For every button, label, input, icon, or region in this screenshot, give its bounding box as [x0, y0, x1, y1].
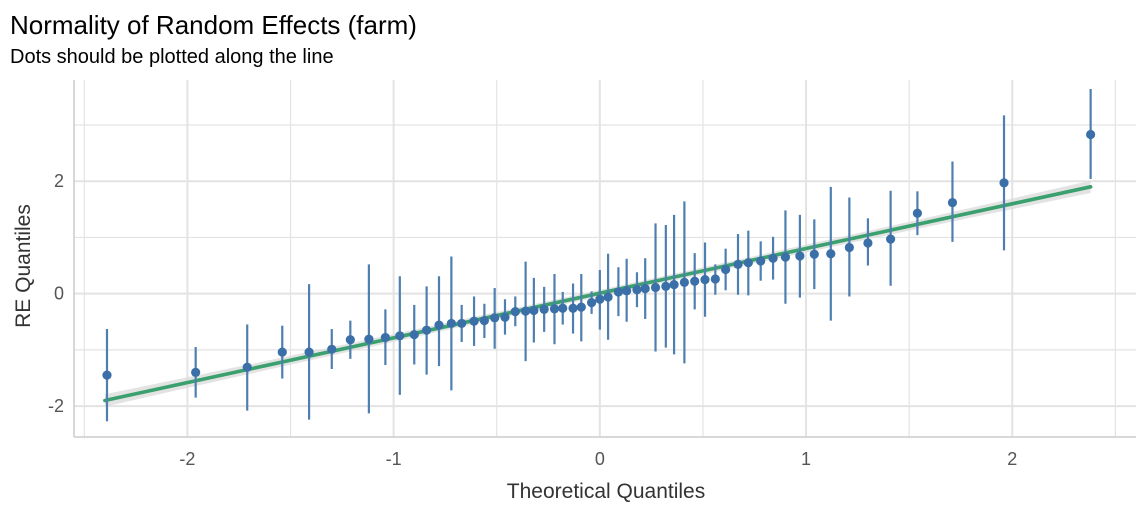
y-tick-label: -2	[48, 396, 64, 416]
data-point	[500, 312, 510, 322]
data-point	[844, 242, 854, 253]
data-point	[721, 264, 731, 275]
data-point	[826, 249, 836, 259]
data-point	[191, 367, 201, 377]
data-point	[733, 259, 743, 270]
data-point	[710, 274, 720, 284]
data-point	[549, 304, 560, 314]
data-point	[632, 285, 642, 295]
data-point	[863, 238, 873, 248]
data-point	[521, 306, 531, 316]
data-point	[576, 302, 586, 312]
x-tick-label: 1	[801, 449, 811, 469]
data-point	[1086, 129, 1096, 140]
reference-line-group	[103, 185, 1093, 403]
x-tick-label: -2	[179, 449, 195, 469]
data-point	[603, 292, 613, 302]
data-point	[469, 316, 479, 326]
chart-title: Normality of Random Effects (farm)	[10, 10, 417, 40]
data-point	[661, 281, 671, 291]
data-point	[912, 208, 923, 218]
data-point	[886, 234, 896, 244]
data-point	[277, 347, 287, 357]
data-point	[380, 332, 390, 343]
data-point	[669, 280, 679, 290]
chart-subtitle: Dots should be plotted along the line	[10, 46, 334, 68]
x-tick-label: 2	[1007, 449, 1017, 469]
grid-lines	[74, 80, 1136, 437]
data-point	[395, 331, 405, 341]
x-tick-label: -1	[386, 449, 402, 469]
data-point	[809, 249, 819, 259]
data-point	[768, 253, 778, 263]
data-point	[490, 313, 500, 323]
x-tick-labels: -2 -1 0 1 2	[179, 449, 1017, 469]
data-point	[690, 276, 700, 286]
data-point	[613, 287, 624, 297]
y-tick-labels: -2 0 2	[48, 171, 64, 416]
data-point	[947, 197, 958, 208]
data-point	[434, 320, 444, 330]
data-point	[242, 362, 252, 372]
data-point	[780, 252, 791, 262]
data-point	[345, 335, 355, 345]
y-tick-label: 2	[54, 171, 64, 191]
data-point	[422, 325, 432, 335]
y-tick-label: 0	[54, 284, 64, 304]
data-point	[650, 282, 661, 293]
data-point	[999, 178, 1009, 188]
data-point	[409, 330, 419, 340]
data-point	[795, 251, 805, 261]
data-point	[102, 370, 112, 380]
x-tick-label: 0	[595, 449, 605, 469]
data-point	[457, 318, 467, 329]
data-point	[756, 256, 766, 266]
data-point	[539, 304, 549, 314]
data-point	[304, 347, 314, 357]
data-point	[446, 318, 456, 329]
data-point	[327, 344, 337, 354]
data-point	[510, 307, 520, 317]
data-point	[586, 298, 597, 308]
data-points	[102, 129, 1096, 380]
axis-lines	[73, 80, 1136, 438]
data-point	[700, 274, 710, 285]
data-point	[743, 258, 753, 268]
data-point	[529, 305, 539, 316]
y-axis-title: RE Quantiles	[12, 204, 35, 328]
data-point	[595, 294, 605, 304]
x-axis-title: Theoretical Quantiles	[507, 480, 705, 503]
data-point	[558, 303, 568, 313]
data-point	[364, 334, 374, 344]
reference-line	[103, 185, 1093, 403]
data-point	[679, 277, 689, 287]
data-point	[640, 283, 650, 294]
data-point	[568, 303, 578, 313]
data-point	[622, 286, 632, 296]
data-point	[479, 316, 489, 326]
